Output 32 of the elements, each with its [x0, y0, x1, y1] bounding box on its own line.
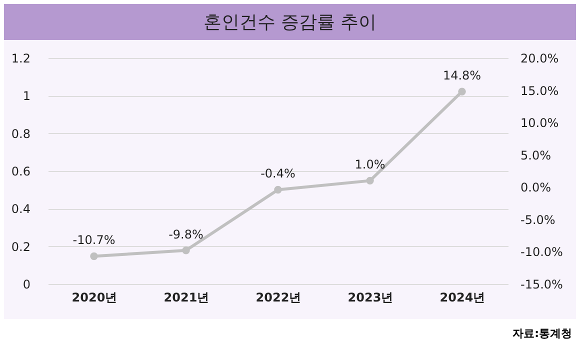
y-tick-label: 1.2	[11, 52, 30, 66]
y2-tick-label: 0.0%	[520, 180, 551, 195]
y-tick-label: 0.2	[11, 240, 30, 254]
x-tick-label: 2021년	[164, 290, 210, 304]
x-tick-label: 2020년	[72, 290, 118, 304]
point	[366, 176, 374, 185]
y-tick-label: 1	[22, 89, 30, 104]
data-label: 14.8%	[442, 68, 482, 83]
data-label: -10.7%	[72, 233, 116, 248]
x-tick-label: 2024년	[440, 290, 486, 304]
chart-title: 혼인건수 증감률 추이	[4, 4, 576, 40]
data-label: -9.8%	[168, 227, 204, 242]
point	[182, 246, 190, 254]
point	[274, 186, 282, 194]
y2-tick-label: -15.0%	[520, 278, 563, 292]
text: 자료:통계청	[0, 323, 572, 341]
y2-tick-label: -5.0%	[520, 212, 556, 227]
y2-tick-label: 5.0%	[520, 148, 551, 162]
x-tick-label: 2022년	[256, 290, 302, 304]
y-tick-label: 0.8	[11, 126, 30, 141]
y-tick-label: 0.4	[11, 202, 30, 216]
point	[458, 88, 466, 96]
data-label: -0.4%	[260, 166, 296, 181]
y2-tick-label: 15.0%	[520, 84, 559, 98]
y2-tick-label: -10.0%	[520, 245, 563, 260]
y-tick-label: 0	[22, 278, 30, 292]
y-tick-label: 0.6	[11, 164, 30, 178]
point	[90, 252, 98, 260]
y2-tick-label: 20.0%	[520, 52, 559, 66]
x-tick-label: 2023년	[348, 290, 394, 304]
y2-tick-label: 10.0%	[520, 116, 559, 130]
data-label: 1.0%	[354, 158, 386, 172]
